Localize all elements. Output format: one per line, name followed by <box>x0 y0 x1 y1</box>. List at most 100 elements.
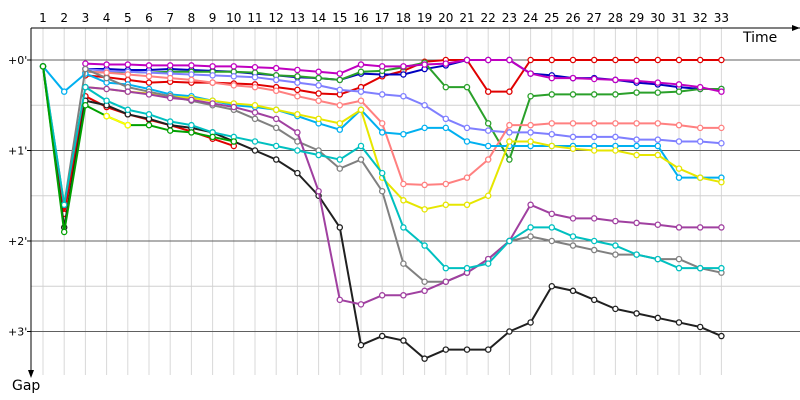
data-point <box>82 83 89 91</box>
data-point <box>145 111 153 118</box>
x-tick-label: 7 <box>166 11 174 25</box>
data-point <box>124 61 132 68</box>
data-point <box>188 71 195 78</box>
x-tick-label: 24 <box>523 11 538 25</box>
data-point <box>442 201 450 209</box>
data-point <box>315 90 322 97</box>
data-point <box>209 72 216 79</box>
data-point <box>103 85 110 93</box>
data-point <box>696 56 704 64</box>
data-point <box>548 237 556 245</box>
data-point <box>675 81 683 88</box>
data-point <box>230 138 238 145</box>
data-point <box>463 346 471 353</box>
data-point <box>60 228 68 236</box>
data-point <box>718 56 725 64</box>
data-point <box>400 71 407 78</box>
data-point <box>506 56 513 64</box>
data-point <box>378 332 386 340</box>
data-point <box>124 121 132 129</box>
data-point <box>400 130 407 138</box>
data-point <box>463 264 471 272</box>
data-point <box>357 88 365 95</box>
data-point <box>336 120 344 127</box>
x-axis-title: Time <box>742 30 777 46</box>
data-point <box>612 91 619 98</box>
data-point <box>442 180 450 188</box>
data-point <box>145 79 153 86</box>
x-tick-label: 29 <box>629 11 644 25</box>
x-tick-label: 27 <box>587 11 602 25</box>
data-point <box>527 138 534 145</box>
data-point <box>294 73 301 80</box>
data-point <box>400 92 407 100</box>
x-tick-label: 15 <box>332 11 347 25</box>
data-point <box>548 210 556 218</box>
x-tick-label: 6 <box>145 11 153 25</box>
data-point <box>251 73 259 81</box>
data-point <box>209 100 216 107</box>
data-point <box>612 147 619 154</box>
data-point <box>336 76 344 84</box>
data-point <box>484 56 492 64</box>
data-point <box>421 61 428 68</box>
data-point <box>294 129 301 136</box>
data-point <box>548 56 556 64</box>
axes <box>28 25 800 378</box>
x-tick-label: 8 <box>188 11 196 25</box>
data-point <box>230 63 238 70</box>
y-axis-title: Gap <box>12 378 40 394</box>
data-point <box>82 65 89 73</box>
data-point <box>421 355 428 362</box>
data-point <box>463 174 471 181</box>
x-tick-label: 1 <box>39 11 47 25</box>
data-point <box>357 142 365 150</box>
data-point <box>357 61 365 68</box>
data-point <box>442 83 450 91</box>
data-point <box>590 246 598 254</box>
data-point <box>378 91 386 98</box>
data-point <box>124 71 132 78</box>
data-point <box>251 147 259 154</box>
data-point <box>272 87 280 95</box>
data-point <box>103 61 110 68</box>
data-point <box>696 323 704 331</box>
data-point <box>166 62 174 69</box>
data-point <box>400 224 407 231</box>
data-point <box>251 109 259 116</box>
x-tick-label: 2 <box>60 11 68 25</box>
data-point <box>442 60 450 67</box>
data-point <box>103 69 110 76</box>
x-tick-label: 32 <box>693 11 708 25</box>
data-point <box>590 75 598 83</box>
data-point <box>251 115 259 123</box>
data-point <box>718 140 725 147</box>
x-tick-label: 20 <box>438 11 453 25</box>
data-point <box>336 296 344 304</box>
data-point <box>633 77 640 85</box>
data-point <box>103 112 110 120</box>
data-point <box>442 346 450 353</box>
data-point <box>421 181 428 189</box>
data-point <box>675 319 683 326</box>
data-point <box>654 142 662 150</box>
data-point <box>548 282 556 290</box>
x-tick-label: 14 <box>311 11 326 25</box>
data-point <box>315 187 322 195</box>
data-point <box>251 63 259 71</box>
data-point <box>654 151 662 159</box>
data-point <box>696 138 704 145</box>
data-point <box>463 138 471 145</box>
data-point <box>569 242 577 249</box>
x-tick-label: 16 <box>353 11 368 25</box>
data-point <box>272 76 280 84</box>
data-point <box>357 156 365 163</box>
data-point <box>527 233 534 240</box>
data-point <box>675 255 683 263</box>
data-point <box>378 129 386 136</box>
x-tick-label: 13 <box>290 11 305 25</box>
series-line <box>42 66 235 233</box>
data-point <box>145 121 153 129</box>
data-point <box>442 115 450 123</box>
data-point <box>590 91 598 98</box>
